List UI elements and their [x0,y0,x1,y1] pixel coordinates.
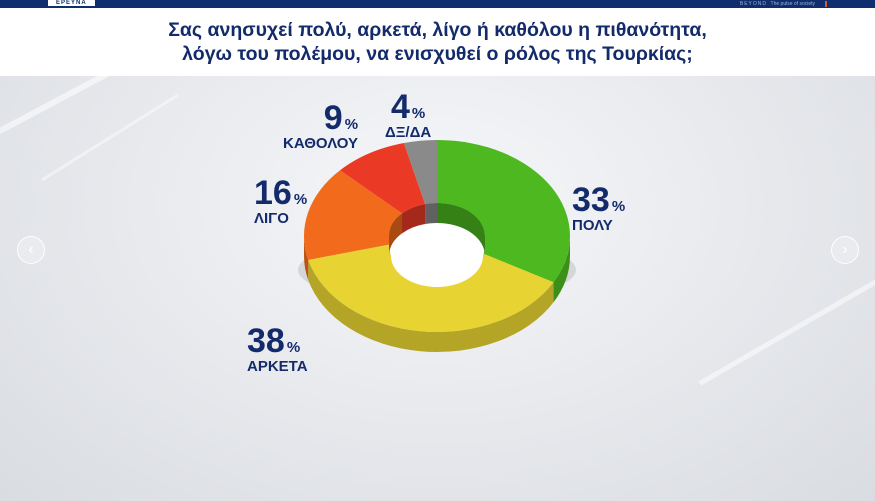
slice-side-πολυ [553,236,570,303]
slice-λιγο [304,170,403,260]
label-value: 4 [390,88,410,126]
header-accent [825,1,827,7]
label-category: ΔΞ/ΔΑ [385,124,432,141]
chart-title: Σας ανησυχεί πολύ, αρκετά, λίγο ή καθόλο… [0,18,875,66]
donut-hole-floor [391,225,483,287]
label-unit: % [293,191,308,208]
chevron-right-icon: › [842,241,848,258]
label-category: ΚΑΘΟΛΟΥ [283,135,359,152]
label-λιγο: 16% ΛΙΓΟ [254,176,307,227]
label-unit: % [411,105,426,122]
top-bar: ΕΡΕΥΝΑ BEYOND The pulse of society [0,0,875,8]
slice-inner-wall-πολυ [437,203,485,256]
label-category: ΠΟΛΥ [572,217,613,234]
header-text-beyond: BEYOND [739,1,767,7]
slice-inner-wall-καθολου [402,204,426,234]
next-slide-button[interactable]: › [831,236,859,264]
label-value: 38 [247,322,285,360]
label-category: ΑΡΚΕΤΑ [247,358,308,375]
prev-slide-button[interactable]: ‹ [17,236,45,264]
slice-side-αρκετα [308,259,554,352]
slice-side-λιγο [304,236,309,280]
slice-αρκετα [308,244,554,332]
label-αρκετα: 38% ΑΡΚΕΤΑ [247,324,308,375]
label-value: 9 [323,99,343,137]
chart-title-line-1: Σας ανησυχεί πολύ, αρκετά, λίγο ή καθόλο… [168,19,707,41]
label-category: ΛΙΓΟ [254,210,289,227]
slice-inner-wall-λιγο [389,213,403,256]
label-unit: % [344,116,359,133]
header-tagline: The pulse of society [770,1,815,7]
label-unit: % [286,339,301,356]
slice-δξ-δα [403,140,437,205]
slice-καθολου [340,143,426,214]
label-καθολου: 9% ΚΑΘΟΛΟΥ [283,101,358,152]
chart-title-line-2: λόγω του πολέμου, να ενισχυθεί ο ρόλος τ… [182,43,693,65]
slice-πολυ [437,140,570,283]
label-value: 33 [572,181,610,219]
brand-logo: ΕΡΕΥΝΑ [48,0,95,6]
label-δξ-δα: 4% ΔΞ/ΔΑ [385,90,431,141]
label-πολυ: 33% ΠΟΛΥ [572,183,625,234]
label-unit: % [611,198,626,215]
chevron-left-icon: ‹ [28,241,34,258]
label-value: 16 [254,174,292,212]
slice-inner-wall-δξ-δα [425,203,437,225]
